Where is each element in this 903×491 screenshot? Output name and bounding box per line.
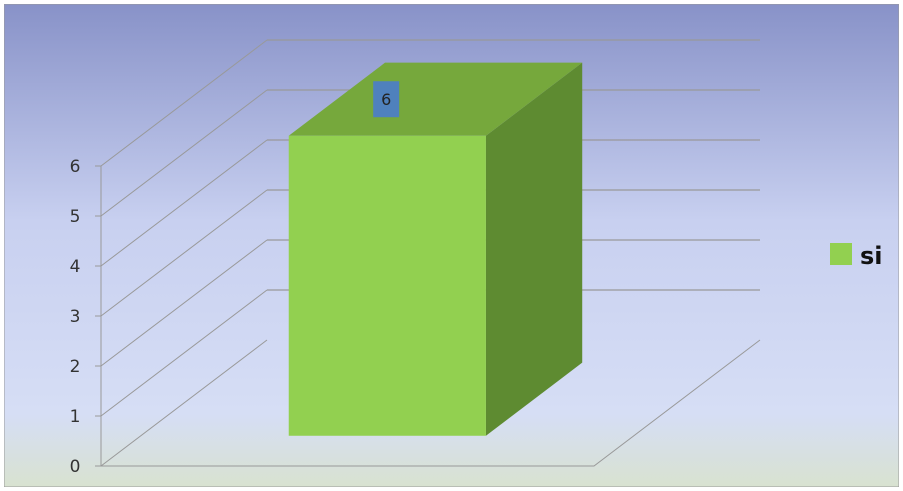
gridline-side <box>100 189 268 317</box>
bar-side <box>485 62 583 436</box>
bar-front <box>288 135 486 436</box>
bars <box>288 62 583 436</box>
bar-chart-3d: 0 1 2 3 4 5 6 6 si <box>4 4 899 487</box>
y-tick-label: 0 <box>70 457 81 477</box>
gridline-side <box>100 289 268 417</box>
legend-label: si <box>860 242 883 270</box>
y-tick-label: 5 <box>70 207 81 227</box>
y-tick-label: 2 <box>70 357 81 377</box>
gridline-side <box>100 89 268 217</box>
gridline-side <box>100 139 268 267</box>
data-label: 6 <box>381 90 391 109</box>
legend: si <box>830 242 883 270</box>
y-axis-ticks: 0 1 2 3 4 5 6 <box>70 157 101 477</box>
y-tick-label: 3 <box>70 307 81 327</box>
floor-outline <box>101 339 761 467</box>
data-label-box <box>373 81 400 118</box>
bar-top <box>288 62 583 136</box>
legend-swatch <box>830 243 852 265</box>
y-tick-label: 1 <box>70 407 81 427</box>
gridline-side <box>100 239 268 367</box>
y-tick-label: 6 <box>70 157 81 177</box>
gridline-side <box>100 39 268 167</box>
y-tick-label: 4 <box>70 257 81 277</box>
gridline-side <box>100 339 268 467</box>
data-labels: 6 <box>373 81 400 118</box>
chart-frame: 0 1 2 3 4 5 6 6 si <box>4 4 899 487</box>
